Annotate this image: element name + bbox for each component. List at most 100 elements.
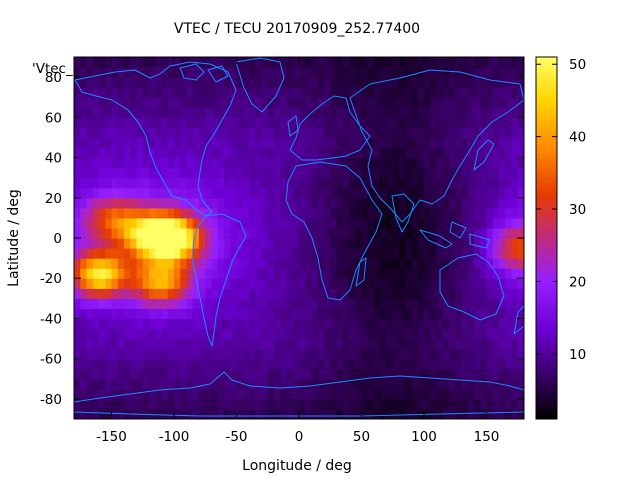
heatmap-cell [167,278,175,289]
heatmap-cell [86,248,94,259]
heatmap-cell [455,268,463,279]
heatmap-cell [467,388,475,400]
heatmap-cell [86,378,94,390]
heatmap-cell [105,258,113,269]
heatmap-cell [374,207,381,219]
heatmap-cell [92,77,100,88]
heatmap-cell [192,298,200,309]
heatmap-cell [374,238,381,249]
heatmap-cell [305,187,313,199]
heatmap-cell [117,338,125,350]
heatmap-cell [442,57,450,68]
heatmap-cell [361,97,369,108]
heatmap-cell [217,117,225,128]
heatmap-cell [499,177,506,189]
heatmap-cell [311,117,319,128]
heatmap-cell [274,358,281,370]
heatmap-cell [74,57,81,68]
heatmap-cell [230,137,238,149]
heatmap-cell [480,77,488,88]
heatmap-cell [224,67,231,78]
heatmap-cell [261,217,269,229]
heatmap-cell [192,278,200,289]
heatmap-cell [167,348,175,360]
heatmap-cell [449,167,456,179]
heatmap-cell [430,127,438,139]
heatmap-cell [180,67,188,78]
heatmap-cell [242,147,250,159]
heatmap-cell [230,97,238,108]
colorbar-tick-label: 10 [569,347,586,363]
heatmap-cell [367,378,375,390]
heatmap-cell [74,238,81,249]
heatmap-cell [80,388,88,400]
heatmap-cell [142,57,150,68]
heatmap-cell [92,238,100,249]
heatmap-cell [436,227,444,239]
heatmap-cell [242,318,250,330]
heatmap-cell [405,408,413,419]
heatmap-cell [405,338,413,350]
heatmap-cell [374,97,381,108]
heatmap-cell [474,207,481,219]
heatmap-cell [105,87,113,98]
heatmap-cell [92,147,100,159]
heatmap-cell [86,107,94,118]
heatmap-cell [336,107,344,118]
heatmap-cell [311,177,319,189]
heatmap-cell [142,238,150,249]
heatmap-cell [174,97,181,108]
heatmap-cell [442,167,450,179]
heatmap-cell [167,308,175,320]
heatmap-cell [174,227,181,239]
heatmap-cell [499,137,506,149]
heatmap-cell [349,157,356,169]
heatmap-cell [205,227,213,239]
heatmap-cell [299,398,306,410]
heatmap-cell [449,107,456,118]
heatmap-cell [336,368,344,380]
heatmap-cell [355,97,363,108]
heatmap-cell [299,248,306,259]
heatmap-cell [517,268,524,279]
heatmap-cell [205,238,213,249]
heatmap-cell [336,338,344,350]
heatmap-cell [324,87,331,98]
heatmap-cell [380,57,388,68]
heatmap-cell [411,388,419,400]
heatmap-cell [386,388,394,400]
heatmap-cell [474,328,481,340]
heatmap-cell [355,308,363,320]
heatmap-cell [92,248,100,259]
heatmap-cell [217,227,225,239]
heatmap-cell [386,227,394,239]
heatmap-cell [199,278,206,289]
heatmap-cell [274,388,281,400]
heatmap-cell [86,127,94,139]
heatmap-cell [355,258,363,269]
heatmap-cell [130,137,138,149]
heatmap-cell [455,167,463,179]
coastline-greenland [235,57,285,113]
heatmap-cell [486,197,494,209]
heatmap-cell [374,87,381,98]
heatmap-cell [461,318,469,330]
heatmap-cell [374,67,381,78]
heatmap-cell [492,298,500,309]
heatmap-cell [492,67,500,78]
heatmap-cell [474,227,481,239]
heatmap-cell [292,67,300,78]
heatmap-cell [399,298,406,309]
heatmap-cell [449,157,456,169]
heatmap-cell [392,338,400,350]
heatmap-cell [211,368,219,380]
heatmap-cell [311,268,319,279]
heatmap-cell [380,288,388,299]
heatmap-cell [361,217,369,229]
heatmap-cell [411,358,419,370]
heatmap-cell [349,107,356,118]
heatmap-cell [380,378,388,390]
heatmap-cell [486,368,494,380]
heatmap-cell [436,107,444,118]
heatmap-cell [124,348,131,360]
